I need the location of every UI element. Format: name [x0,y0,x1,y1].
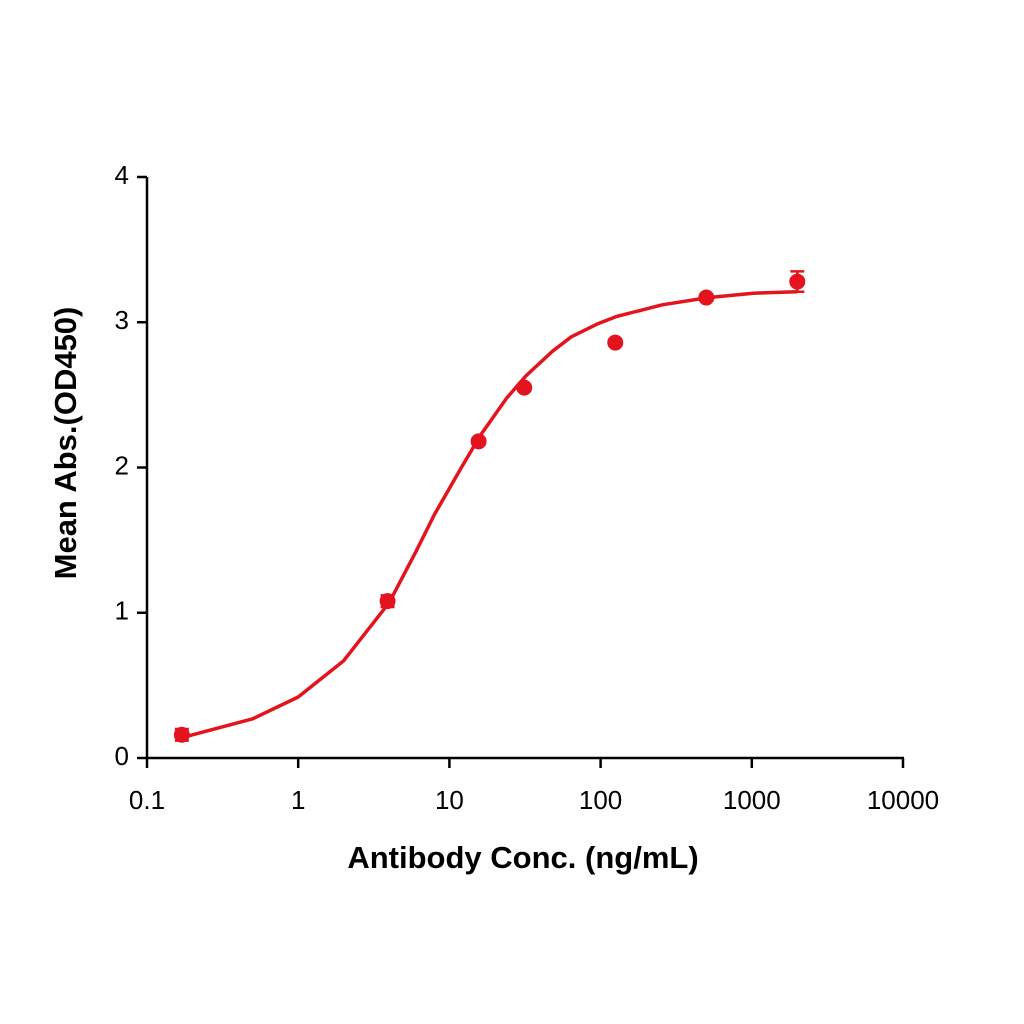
data-point [698,289,715,306]
y-tick-label: 2 [115,450,129,480]
x-tick-label: 10000 [867,785,939,815]
data-point [173,726,190,743]
x-tick-label: 1000 [723,785,781,815]
data-point [379,593,396,610]
data-point [516,379,533,396]
x-tick-label: 1 [291,785,305,815]
x-tick-label: 0.1 [129,785,165,815]
data-point [789,273,806,290]
y-axis-title: Mean Abs.(OD450) [48,307,83,580]
y-tick-label: 3 [115,305,129,335]
x-tick-label: 100 [579,785,622,815]
fit-curve [181,289,798,740]
x-tick-label: 10 [435,785,464,815]
y-tick-label: 4 [115,160,129,190]
data-point [607,334,624,351]
x-axis-title: Antibody Conc. (ng/mL) [347,840,698,875]
y-tick-label: 1 [115,596,129,626]
data-point [470,433,487,450]
y-tick-label: 0 [115,741,129,771]
